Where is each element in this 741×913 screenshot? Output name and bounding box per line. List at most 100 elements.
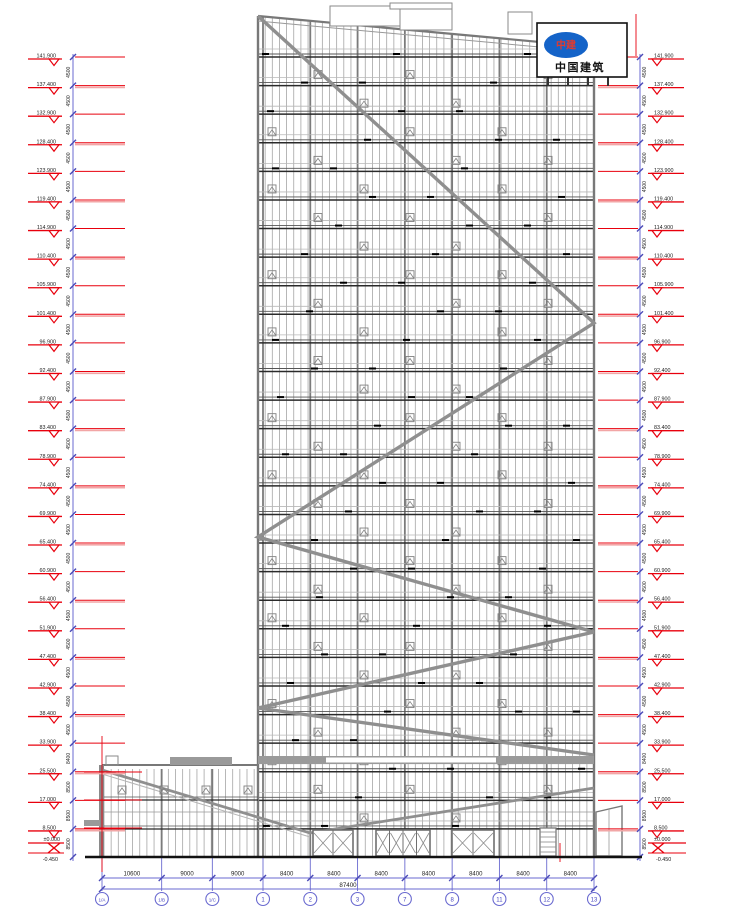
level-value: 69.900 — [654, 511, 671, 517]
level-marker: 47.400 4500 — [598, 654, 684, 678]
level-value: 38.400 — [654, 711, 671, 717]
window-vent-symbol — [543, 498, 553, 508]
level-marker: 42.900 4500 — [28, 682, 125, 707]
level-value: 132.900 — [654, 111, 674, 117]
level-marker: 105.900 4500 — [598, 282, 684, 307]
grid-bubble: 1/A — [94, 891, 110, 907]
floor-height-dim: 4500 — [642, 238, 648, 249]
bay-dimension: 8400 — [280, 872, 294, 878]
floor-height-dim: 4500 — [66, 524, 72, 535]
level-marker: 38.400 4500 — [598, 711, 684, 735]
floor-height-dim: 4500 — [66, 724, 72, 735]
window-vent-symbol — [405, 356, 415, 365]
level-marker: 42.900 4500 — [598, 682, 684, 707]
level-value: 110.400 — [654, 254, 673, 260]
level-value: 47.400 — [40, 654, 57, 660]
level-value: 83.400 — [40, 425, 57, 431]
level-value: 51.900 — [654, 625, 671, 631]
level-value: 8.500 — [654, 825, 668, 831]
window-vent-symbol — [451, 813, 461, 823]
window-vent-symbol — [405, 556, 415, 566]
bay-dimension: 8400 — [516, 872, 530, 878]
mega-brace-diagonals — [253, 14, 597, 757]
cscec-logo-emblem: 中建 — [556, 39, 577, 52]
window-vent-symbol — [267, 327, 277, 337]
window-vent-symbol — [313, 213, 323, 222]
level-marker: 87.900 4500 — [28, 397, 125, 421]
window-vent-symbol — [497, 270, 507, 280]
floor-height-dim: 4500 — [642, 67, 648, 78]
level-marker: 110.400 4500 — [28, 254, 125, 278]
level-value: 132.900 — [37, 111, 57, 117]
level-marker: 83.400 4500 — [28, 425, 125, 450]
floor-height-dim: 4500 — [66, 67, 72, 78]
window-vent-symbol — [543, 584, 553, 594]
level-marker: 119.400 4500 — [28, 196, 125, 221]
grid-bubble: 7 — [397, 891, 412, 907]
window-vent-symbol — [497, 184, 507, 194]
bay-dimension: 8400 — [375, 872, 389, 878]
x-marker — [47, 842, 61, 854]
floor-height-dim: 4500 — [642, 695, 648, 706]
cscec-logo-oval — [544, 32, 588, 58]
floor-height-dim: 4500 — [642, 553, 648, 564]
floor-height-dim: 4500 — [66, 495, 72, 506]
level-value: 65.400 — [654, 540, 671, 546]
level-value: 56.400 — [40, 597, 57, 603]
window-vent-symbol — [451, 98, 461, 108]
floor-height-dim: 4500 — [642, 124, 648, 135]
window-vent-symbol — [359, 241, 369, 251]
level-value: 137.400 — [654, 82, 674, 88]
grid-bubble: 1/C — [205, 891, 220, 907]
floor-height-dim: 4500 — [642, 581, 648, 592]
window-vent-symbol — [359, 813, 369, 823]
window-vent-symbol — [267, 470, 277, 480]
level-marker: 60.900 4500 — [598, 568, 684, 592]
window-vent-symbol — [497, 470, 507, 480]
window-vent-symbol — [405, 270, 415, 280]
level-value: 25.500 — [40, 768, 57, 774]
floor-height-dim: 4500 — [66, 181, 72, 192]
level-value: 123.900 — [37, 168, 57, 174]
level-marker: 105.900 4500 — [28, 282, 125, 307]
grid-bubble: 13 — [586, 891, 602, 907]
grid-bubble-label: 1/C — [209, 897, 217, 902]
window-vent-symbol — [497, 127, 507, 137]
window-vent-symbol — [359, 184, 369, 194]
level-value: 38.400 — [40, 711, 57, 717]
level-value: 87.900 — [654, 397, 671, 403]
floor-height-dim: 4500 — [66, 381, 72, 392]
level-value: 110.400 — [37, 254, 56, 260]
level-value: 92.400 — [40, 368, 57, 374]
level-value: 96.900 — [654, 339, 671, 345]
window-vent-symbol — [543, 441, 553, 451]
level-marker: 17.000 8500 — [598, 797, 684, 821]
level-marker: 110.400 4500 — [598, 254, 684, 278]
ground-level-marker-right: ±0.000 -0.450 — [648, 837, 686, 863]
window-vent-symbol — [497, 613, 507, 623]
bay-dimension: 8400 — [422, 872, 436, 878]
ground-lower-label: -0.450 — [43, 857, 58, 863]
level-value: 51.900 — [40, 625, 57, 631]
window-vent-symbol — [359, 384, 369, 394]
level-marker: 114.900 4500 — [28, 225, 125, 249]
level-value: 83.400 — [654, 425, 671, 431]
floor-height-dim: 4500 — [642, 209, 648, 220]
level-marker: 123.900 4500 — [598, 168, 684, 192]
total-dimension-label: 87400 — [339, 882, 357, 889]
floor-height-dim: 4500 — [66, 553, 72, 564]
floor-height-dim: 4500 — [66, 238, 72, 249]
bay-dimension: 9000 — [231, 872, 245, 878]
window-vent-symbol — [451, 441, 461, 451]
window-vent-symbol — [359, 98, 369, 108]
grid-bubble-label: 1/A — [99, 897, 107, 902]
window-vent-symbol — [267, 556, 277, 566]
level-value: 96.900 — [40, 339, 57, 345]
level-marker: 8.500 8500 — [28, 825, 125, 850]
level-marker: 96.900 4500 — [598, 339, 684, 364]
level-marker: 101.400 4500 — [28, 311, 125, 335]
window-vent-symbol — [405, 127, 415, 137]
level-value: 8.500 — [43, 825, 57, 831]
level-value: 128.400 — [37, 139, 57, 145]
